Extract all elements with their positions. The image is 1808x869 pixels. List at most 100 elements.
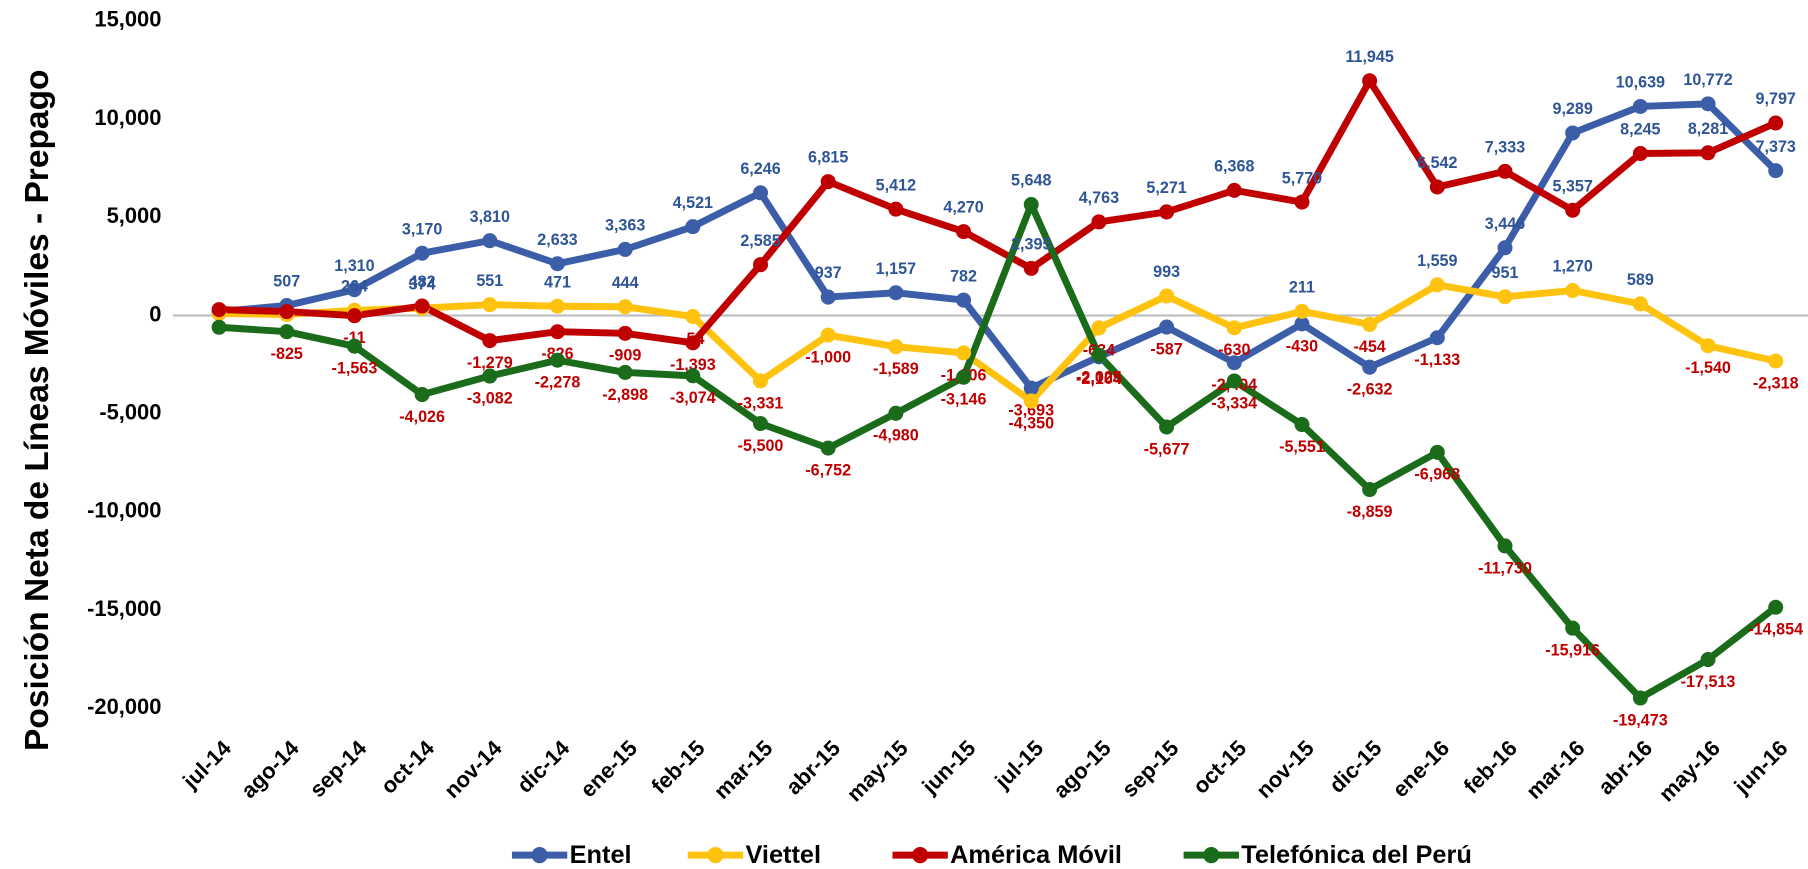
data-label: 264 bbox=[341, 277, 368, 295]
data-point bbox=[1091, 347, 1107, 363]
data-label: 4,763 bbox=[1079, 189, 1119, 207]
data-point bbox=[1565, 202, 1581, 218]
data-point bbox=[549, 324, 565, 340]
data-label: 9,289 bbox=[1552, 100, 1592, 118]
data-label: -4,350 bbox=[1008, 414, 1054, 432]
data-label: 1,157 bbox=[876, 260, 916, 278]
data-point bbox=[685, 335, 701, 351]
data-label: -909 bbox=[609, 347, 641, 365]
data-label: -4,980 bbox=[873, 427, 919, 445]
data-point bbox=[1700, 96, 1716, 112]
data-label: -14,854 bbox=[1748, 621, 1803, 639]
data-point bbox=[482, 233, 498, 249]
legend-marker bbox=[1203, 847, 1220, 864]
x-tick-label: mar-16 bbox=[1521, 735, 1589, 804]
data-point bbox=[414, 245, 430, 261]
data-point bbox=[1429, 277, 1445, 293]
data-label: 2,395 bbox=[1011, 236, 1051, 254]
data-label: 7,333 bbox=[1485, 139, 1525, 157]
data-point bbox=[1226, 182, 1242, 198]
x-tick-label: sep-15 bbox=[1117, 735, 1184, 802]
data-label: 2,633 bbox=[537, 231, 577, 249]
data-point bbox=[1023, 197, 1039, 213]
data-label: -1,279 bbox=[467, 354, 513, 372]
data-label: 5,357 bbox=[1552, 177, 1592, 195]
data-label: 8,281 bbox=[1688, 120, 1728, 138]
data-label: -5,551 bbox=[1279, 438, 1325, 456]
data-point bbox=[1768, 599, 1784, 615]
data-label: -3,074 bbox=[670, 389, 716, 407]
data-label: 9,797 bbox=[1756, 90, 1796, 108]
data-point bbox=[279, 324, 295, 340]
data-point bbox=[1768, 163, 1784, 179]
data-point bbox=[617, 364, 633, 380]
data-point bbox=[1159, 204, 1175, 220]
data-point bbox=[1023, 380, 1039, 396]
data-point bbox=[482, 368, 498, 384]
data-label: 993 bbox=[1153, 263, 1180, 281]
data-label: -630 bbox=[1218, 341, 1250, 359]
data-label: -1,133 bbox=[1414, 351, 1460, 369]
data-point bbox=[1226, 355, 1242, 371]
data-point bbox=[1632, 296, 1648, 312]
data-label: 471 bbox=[544, 273, 571, 291]
data-point bbox=[1294, 303, 1310, 319]
data-label: 5,412 bbox=[876, 176, 916, 194]
data-point bbox=[753, 185, 769, 201]
data-point bbox=[956, 345, 972, 361]
data-label: -1,000 bbox=[805, 348, 851, 366]
data-label: 6,246 bbox=[740, 160, 780, 178]
data-label: 11,945 bbox=[1345, 48, 1393, 66]
data-point bbox=[414, 387, 430, 403]
data-label: 8,245 bbox=[1620, 121, 1660, 139]
data-label: -8,859 bbox=[1347, 503, 1393, 521]
x-tick-label: jul-14 bbox=[177, 735, 236, 795]
data-point bbox=[617, 299, 633, 315]
data-label: 10,772 bbox=[1683, 71, 1732, 89]
data-label: 507 bbox=[273, 273, 300, 291]
data-point bbox=[1159, 419, 1175, 435]
y-axis-title: Posición Neta de Líneas Móviles - Prepag… bbox=[19, 70, 56, 751]
data-label: -3,334 bbox=[1211, 394, 1257, 412]
data-point bbox=[617, 325, 633, 341]
data-point bbox=[685, 219, 701, 235]
data-point bbox=[820, 174, 836, 190]
data-point bbox=[1497, 163, 1513, 179]
data-label: 551 bbox=[476, 272, 503, 290]
data-point bbox=[820, 327, 836, 343]
data-label: -825 bbox=[271, 345, 303, 363]
data-point bbox=[888, 339, 904, 355]
data-point bbox=[1565, 620, 1581, 636]
legend-marker bbox=[531, 847, 548, 864]
data-point bbox=[1226, 373, 1242, 389]
data-point bbox=[1294, 417, 1310, 433]
data-point bbox=[1497, 538, 1513, 554]
data-label: -1,589 bbox=[873, 360, 919, 378]
data-label: -2,104 bbox=[1076, 370, 1122, 388]
data-point bbox=[888, 285, 904, 301]
data-label: 937 bbox=[815, 264, 842, 282]
data-label: 5,770 bbox=[1282, 169, 1322, 187]
x-tick-label: feb-15 bbox=[646, 735, 709, 798]
data-point bbox=[346, 282, 362, 298]
legend-label: Entel bbox=[570, 841, 632, 869]
series-line bbox=[218, 201, 1778, 702]
data-label: 6,815 bbox=[808, 149, 848, 167]
data-label: 3,810 bbox=[470, 208, 510, 226]
x-tick-label: abr-15 bbox=[781, 735, 845, 799]
data-label: 444 bbox=[612, 274, 639, 292]
data-point bbox=[1091, 214, 1107, 230]
data-point bbox=[1700, 652, 1716, 668]
data-point bbox=[820, 289, 836, 305]
data-label: 4,270 bbox=[943, 199, 983, 217]
data-point bbox=[1768, 115, 1784, 131]
data-label: 3,446 bbox=[1485, 215, 1525, 233]
y-tick-label: 5,000 bbox=[107, 203, 162, 228]
data-label: 10,639 bbox=[1616, 74, 1665, 92]
data-label: -2,278 bbox=[535, 374, 581, 392]
data-label: -454 bbox=[1353, 338, 1385, 356]
y-tick-label: 15,000 bbox=[94, 7, 161, 32]
data-point bbox=[211, 302, 227, 318]
data-label: 374 bbox=[409, 275, 436, 293]
data-point bbox=[346, 308, 362, 324]
